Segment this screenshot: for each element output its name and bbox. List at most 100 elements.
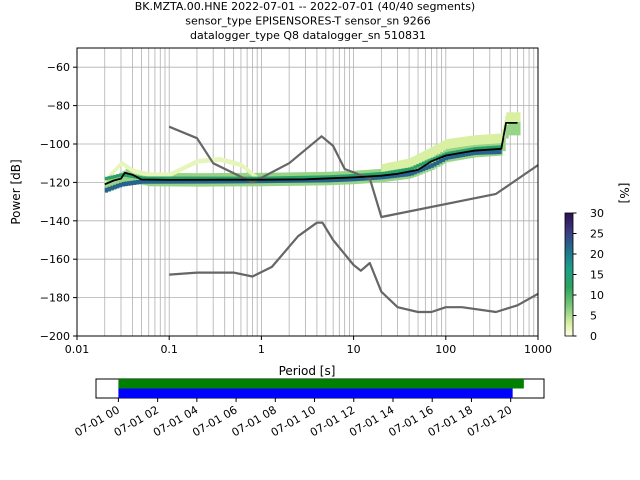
heatmap-cell: [497, 133, 499, 144]
heatmap-cell: [320, 177, 324, 183]
y-tick-label: −60: [47, 61, 70, 74]
heatmap-cell: [141, 170, 144, 176]
heatmap-cell: [212, 157, 215, 163]
heatmap-cell: [217, 157, 220, 162]
heatmap-cell: [189, 179, 193, 184]
heatmap-cell: [514, 121, 518, 136]
heatmap-cell: [164, 179, 168, 184]
heatmap-cell: [418, 153, 420, 164]
heatmap-cell: [482, 134, 484, 145]
heatmap-cell: [220, 176, 225, 181]
heatmap-cell: [506, 112, 508, 122]
heatmap-cell: [493, 133, 495, 144]
noise-model-lines: [104, 122, 539, 314]
heatmap-cell: [419, 162, 423, 167]
heatmap-cell: [254, 176, 259, 181]
heatmap-cell: [110, 176, 115, 191]
y-tick-label: −120: [40, 176, 70, 189]
heatmap-cell: [238, 162, 241, 167]
heatmap-cell: [124, 181, 128, 187]
heatmap-cell: [122, 161, 124, 167]
heatmap-cell: [447, 154, 451, 160]
heatmap-cell: [186, 176, 191, 180]
heatmap-cell: [146, 171, 148, 177]
heatmap-cell: [227, 159, 230, 164]
heatmap-cell: [396, 169, 400, 173]
heatmap-cell: [224, 158, 227, 164]
heatmap-cell: [240, 178, 244, 184]
heatmap-cell: [218, 178, 222, 184]
heatmap-cell: [479, 134, 481, 145]
heatmap-cell: [508, 112, 510, 122]
heatmap-cell: [199, 158, 201, 164]
heatmap-cell: [127, 165, 130, 170]
heatmap-cell: [427, 164, 431, 169]
heatmap-cell: [245, 166, 247, 171]
heatmap-cell: [320, 175, 324, 179]
heatmap-cell: [388, 173, 392, 179]
heatmap-cell: [458, 137, 461, 148]
heatmap-cell: [159, 172, 161, 178]
heatmap-cell: [514, 112, 516, 122]
heatmap-cell: [136, 169, 138, 175]
heatmap-cell: [402, 172, 406, 177]
heatmap-cell: [472, 147, 477, 151]
heatmap-cell: [203, 178, 208, 184]
heatmap-cell: [420, 152, 422, 163]
heatmap-cell: [399, 172, 403, 178]
heatmap-cell: [202, 158, 205, 164]
heatmap-cell: [322, 175, 327, 179]
heatmap-cell: [220, 157, 222, 162]
heatmap-cell: [464, 136, 467, 147]
heatmap-cell: [339, 177, 344, 182]
heatmap-cell: [450, 154, 454, 159]
heatmap-cell: [430, 163, 434, 168]
heatmap-cell: [253, 173, 256, 179]
heatmap-cell: [402, 168, 406, 172]
heatmap-cell: [184, 165, 186, 170]
heatmap-cell: [492, 134, 494, 144]
heatmap-cell: [219, 157, 221, 162]
heatmap-cell: [250, 170, 253, 176]
heatmap-cell: [314, 177, 318, 183]
heatmap-cell: [512, 112, 514, 122]
colorbar-ticks: 0 5 10 15 20 25 30: [573, 207, 604, 343]
heatmap-cell: [152, 176, 157, 180]
heatmap-cell: [481, 150, 485, 155]
heatmap-cell: [195, 159, 197, 165]
heatmap-cell: [130, 180, 134, 186]
heatmap-cell: [406, 159, 408, 169]
x-axis: 0.01 0.1 1 10 100 1000: [65, 336, 552, 356]
heatmap-cell: [489, 134, 491, 144]
heatmap-cell: [345, 176, 349, 182]
heatmap-cell: [198, 176, 202, 180]
heatmap-cell: [397, 160, 399, 171]
heatmap-cell: [116, 174, 120, 178]
heatmap-cell: [150, 179, 154, 184]
heatmap-cell: [436, 160, 440, 165]
heatmap-cell: [110, 175, 114, 179]
heatmap-cell: [297, 175, 301, 180]
heatmap-cell: [475, 135, 477, 145]
heatmap-cell: [480, 134, 482, 145]
heatmap-cell: [455, 150, 460, 154]
heatmap-cell: [491, 134, 493, 144]
heatmap-cell: [510, 112, 512, 122]
heatmap-cell: [445, 139, 448, 149]
heatmap-cell: [169, 179, 174, 184]
heatmap-cell: [389, 162, 391, 173]
heatmap-cell: [126, 164, 129, 170]
heatmap-cell: [220, 178, 225, 184]
heatmap-cell: [300, 175, 304, 180]
heatmap-cell: [351, 176, 355, 182]
heatmap-cell: [229, 176, 233, 181]
heatmap-cell: [454, 137, 457, 148]
heatmap-cell: [187, 163, 189, 169]
heatmap-cell: [507, 112, 509, 122]
heatmap-cell: [430, 147, 433, 157]
heatmap-cell: [186, 164, 188, 169]
heatmap-cell: [291, 176, 295, 180]
heatmap-cell: [460, 137, 463, 147]
heatmap-cell: [436, 144, 439, 154]
heatmap-cell: [494, 133, 496, 144]
